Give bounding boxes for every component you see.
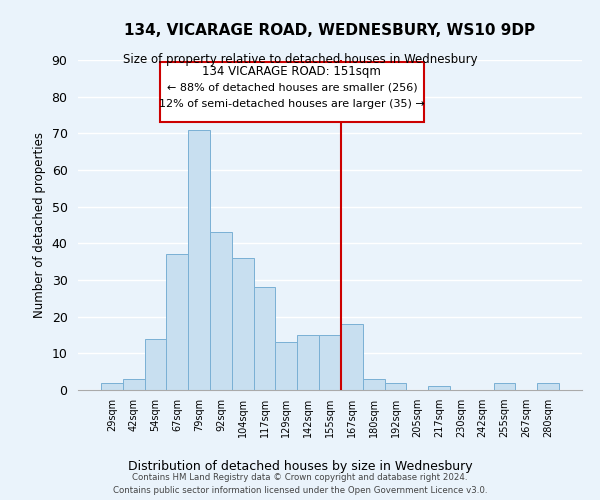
Bar (166, 254, 188, 390)
Title: 134, VICARAGE ROAD, WEDNESBURY, WS10 9DP: 134, VICARAGE ROAD, WEDNESBURY, WS10 9DP (124, 23, 536, 38)
Bar (123, 379, 145, 390)
Bar (341, 324, 363, 390)
Bar (297, 335, 319, 390)
Text: Contains HM Land Registry data © Crown copyright and database right 2024.
Contai: Contains HM Land Registry data © Crown c… (113, 474, 487, 495)
Text: 12% of semi-detached houses are larger (35) →: 12% of semi-detached houses are larger (… (159, 99, 425, 109)
Y-axis label: Number of detached properties: Number of detached properties (33, 132, 46, 318)
Bar (275, 342, 297, 390)
Bar (210, 232, 232, 390)
Bar (232, 258, 254, 390)
FancyBboxPatch shape (160, 62, 424, 122)
Bar (494, 382, 515, 390)
Bar (385, 382, 406, 390)
Bar (537, 382, 559, 390)
Text: Size of property relative to detached houses in Wednesbury: Size of property relative to detached ho… (122, 52, 478, 66)
Bar (188, 130, 210, 390)
Bar (363, 379, 385, 390)
Bar (428, 386, 450, 390)
Text: ← 88% of detached houses are smaller (256): ← 88% of detached houses are smaller (25… (167, 82, 417, 92)
Bar (254, 288, 275, 390)
Bar (319, 335, 341, 390)
Text: 134 VICARAGE ROAD: 151sqm: 134 VICARAGE ROAD: 151sqm (202, 65, 381, 78)
Bar (145, 338, 166, 390)
Text: Distribution of detached houses by size in Wednesbury: Distribution of detached houses by size … (128, 460, 472, 473)
Bar (101, 382, 123, 390)
